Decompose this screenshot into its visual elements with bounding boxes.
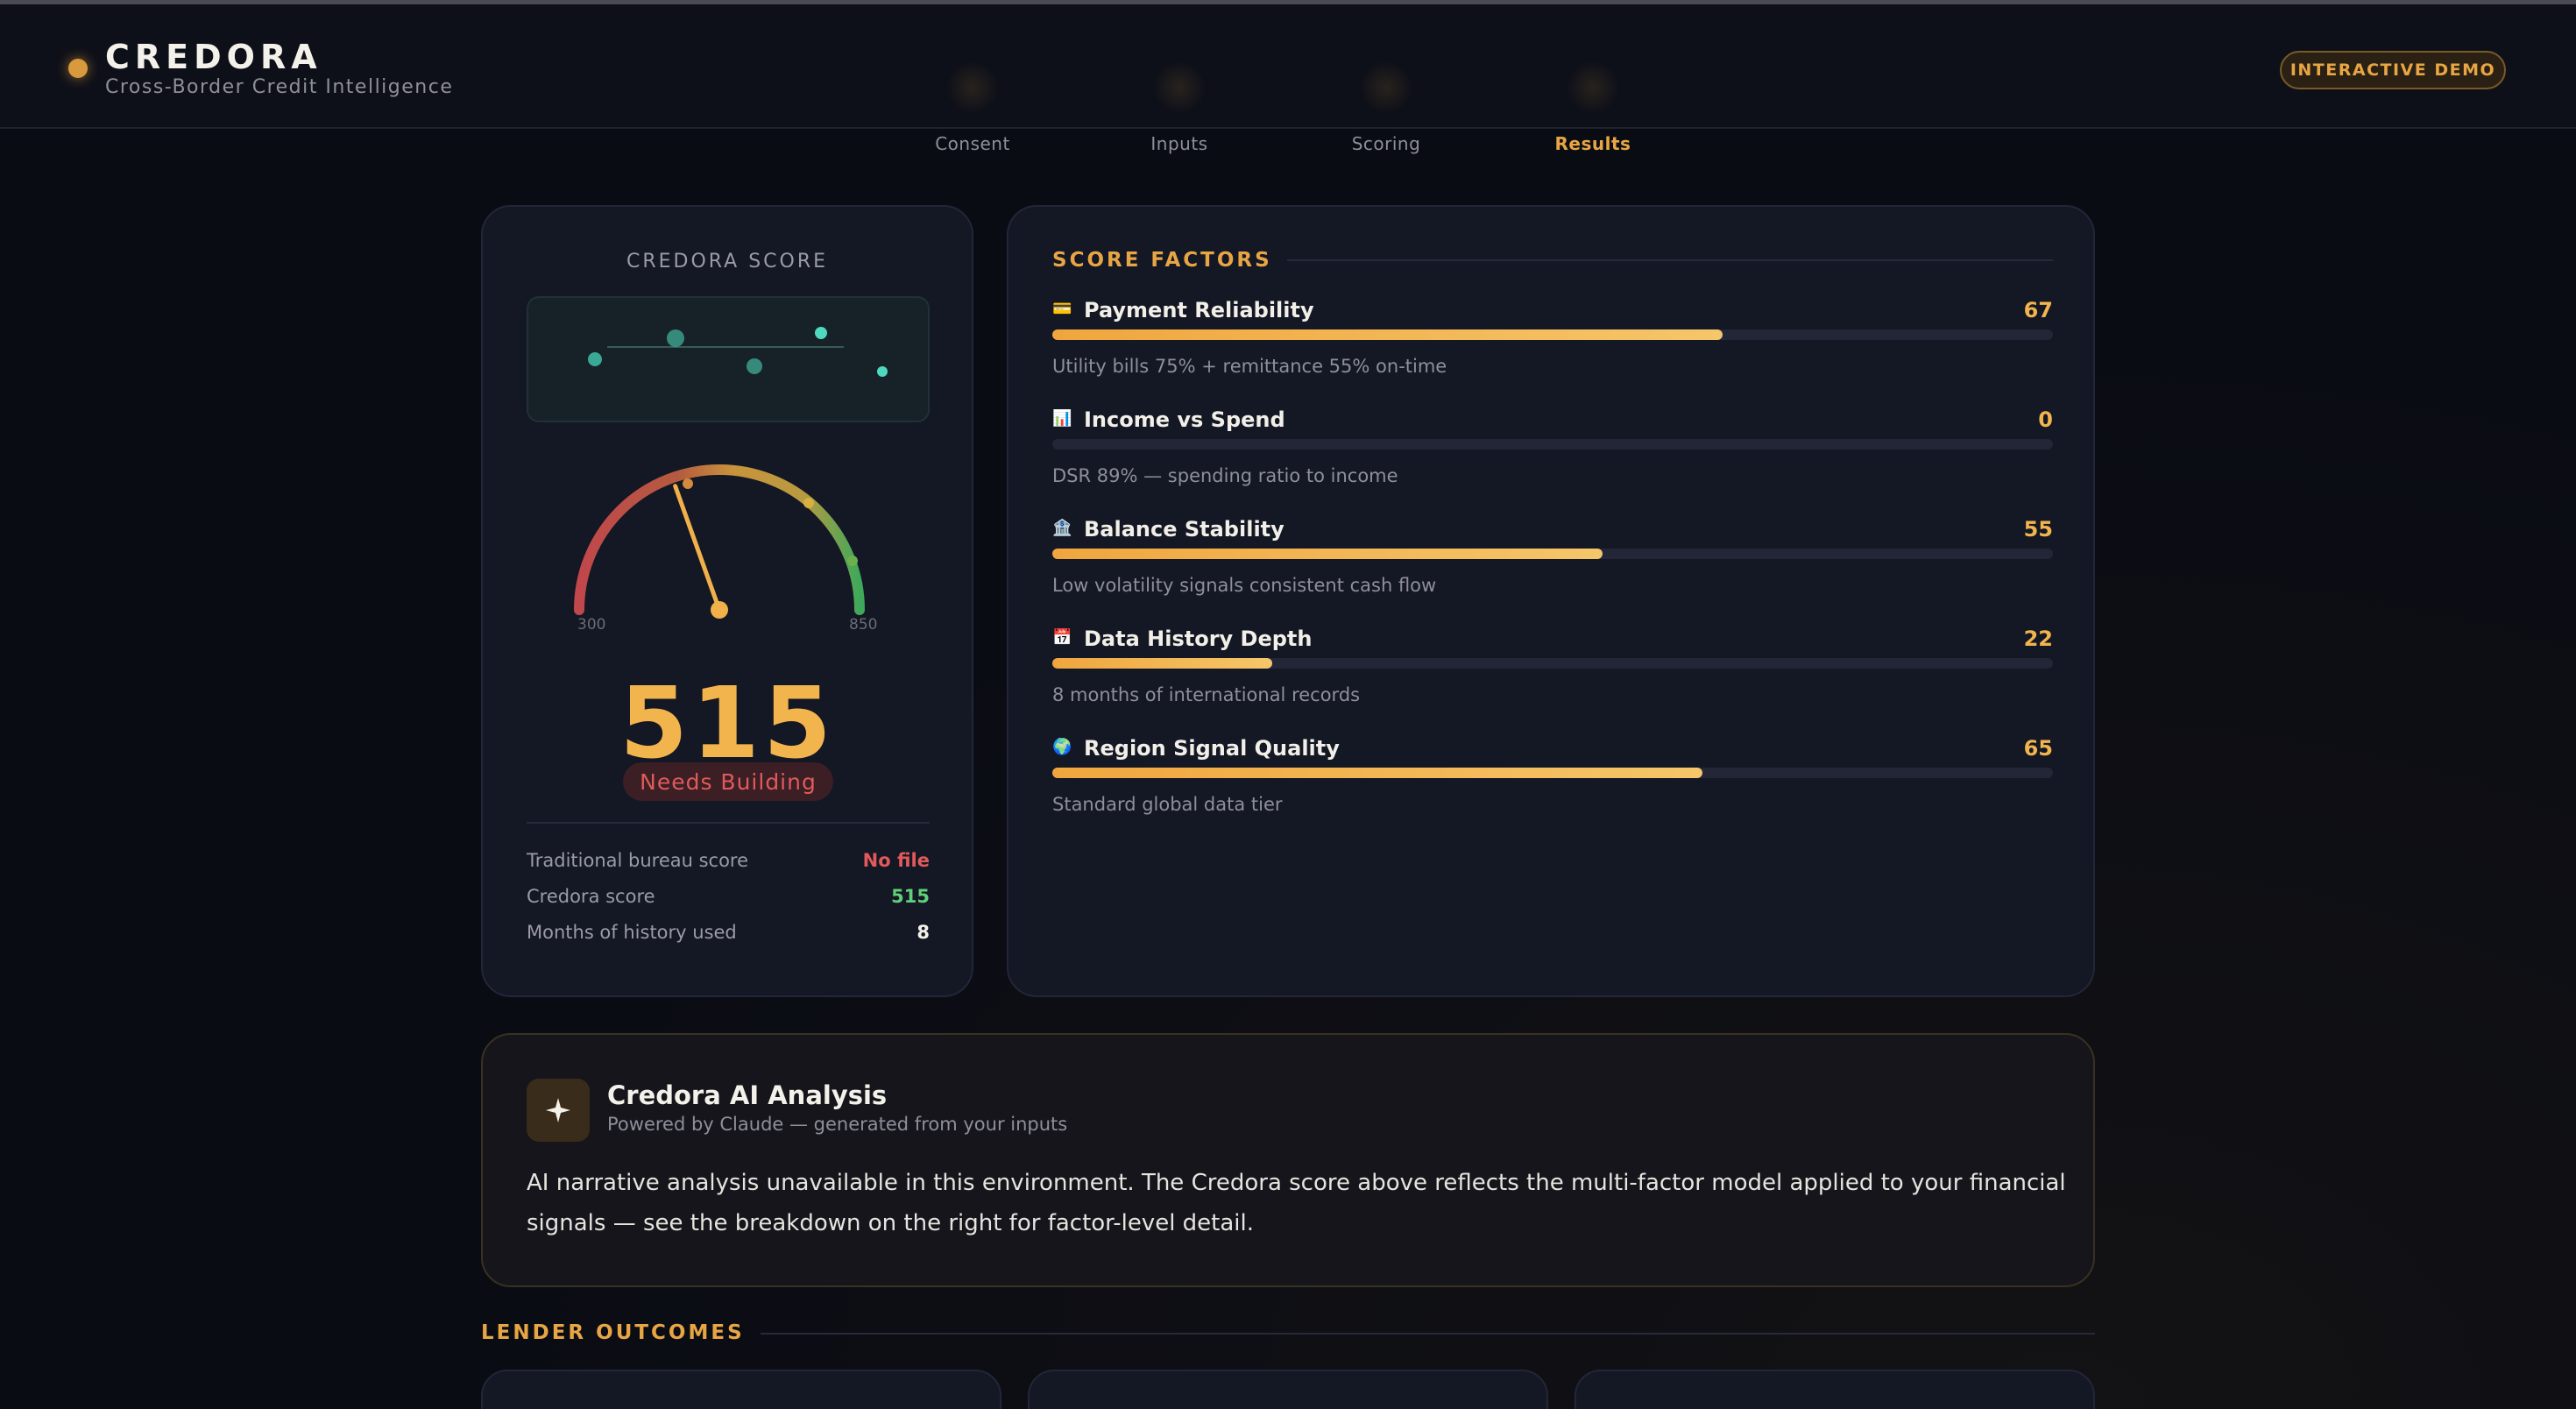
gauge-min-label: 300	[577, 616, 605, 634]
factor-name: Income vs Spend	[1084, 407, 1285, 432]
factor-bar-fill	[1052, 768, 1703, 778]
factor-bar-track	[1052, 768, 2053, 778]
brand-tagline: Cross-Border Credit Intelligence	[105, 76, 454, 98]
step-label: Inputs	[1150, 133, 1208, 154]
score-factors-title: SCORE FACTORS	[1052, 249, 1272, 272]
lender-outcome-card[interactable]	[481, 1370, 1001, 1409]
factor-value: 0	[2038, 407, 2053, 432]
gauge-dial-icon: 300 850	[574, 464, 877, 634]
factor-description: Low volatility signals consistent cash f…	[1052, 575, 1437, 596]
logo-dot-icon	[68, 59, 88, 78]
gauge-max-label: 850	[849, 616, 877, 634]
sparkle-icon	[527, 1079, 590, 1142]
factor-bar-fill	[1052, 658, 1273, 669]
step-label: Results	[1554, 133, 1631, 154]
step-scoring[interactable]: Scoring	[1299, 53, 1474, 158]
factor-bar-fill	[1052, 329, 1723, 340]
ai-analysis-subtitle: Powered by Claude — generated from your …	[607, 1114, 1068, 1135]
stat-row-credora: Credora score 515	[527, 886, 930, 917]
factor-description: Utility bills 75% + remittance 55% on-ti…	[1052, 356, 1447, 377]
factor-name: Region Signal Quality	[1084, 736, 1340, 761]
progress-steps: Consent Inputs Scoring Results	[885, 53, 1656, 158]
factor-bar-fill	[1052, 549, 1603, 559]
factor-name: Payment Reliability	[1084, 298, 1314, 322]
bank-icon: 🏦	[1052, 519, 1072, 537]
factor-value: 55	[2023, 517, 2053, 542]
step-consent[interactable]: Consent	[885, 53, 1060, 158]
window-top-edge	[0, 0, 2576, 4]
score-value: 515	[619, 667, 835, 781]
factor-value: 67	[2023, 298, 2053, 322]
signal-visual	[527, 296, 930, 422]
score-card: CREDORA SCORE	[481, 205, 973, 997]
globe-icon: 🌍	[1052, 738, 1072, 756]
bar-chart-icon: 📊	[1052, 409, 1072, 428]
step-label: Consent	[935, 133, 1010, 154]
factor-name: Data History Depth	[1084, 627, 1313, 651]
factor-name: Balance Stability	[1084, 517, 1284, 542]
factor-bar-track	[1052, 658, 2053, 669]
lender-outcome-card[interactable]	[1028, 1370, 1548, 1409]
stat-row-months: Months of history used 8	[527, 922, 930, 953]
factor-payment-reliability: 💳 Payment Reliability 67 Utility bills 7…	[1052, 298, 2053, 394]
ai-analysis-body: AI narrative analysis unavailable in thi…	[527, 1170, 2066, 1236]
calendar-icon: 📅	[1052, 628, 1072, 647]
step-indicator-icon	[1153, 61, 1206, 114]
ai-analysis-title: Credora AI Analysis	[607, 1080, 888, 1110]
divider	[527, 822, 930, 824]
divider	[1287, 259, 2053, 261]
credit-card-icon: 💳	[1052, 300, 1072, 318]
factor-description: 8 months of international records	[1052, 684, 1361, 705]
interactive-demo-badge[interactable]: INTERACTIVE DEMO	[2280, 51, 2506, 89]
brand-name: CREDORA	[105, 38, 322, 76]
factor-data-history-depth: 📅 Data History Depth 22 8 months of inte…	[1052, 627, 2053, 723]
stat-value: 8	[916, 922, 930, 943]
factor-balance-stability: 🏦 Balance Stability 55 Low volatility si…	[1052, 517, 2053, 613]
step-label: Scoring	[1351, 133, 1421, 154]
factor-bar-track	[1052, 439, 2053, 450]
signal-dots-icon	[588, 327, 888, 377]
factor-region-signal-quality: 🌍 Region Signal Quality 65 Standard glob…	[1052, 736, 2053, 832]
score-factors-card: SCORE FACTORS 💳 Payment Reliability 67 U…	[1007, 205, 2095, 997]
factor-value: 65	[2023, 736, 2053, 761]
stat-value: No file	[862, 850, 930, 871]
lender-outcomes-title: LENDER OUTCOMES	[481, 1321, 745, 1344]
stat-row-bureau: Traditional bureau score No file	[527, 850, 930, 882]
factor-description: Standard global data tier	[1052, 794, 1283, 815]
divider	[761, 1333, 2095, 1335]
step-indicator-icon	[946, 61, 999, 114]
factor-value: 22	[2023, 627, 2053, 651]
stat-label: Traditional bureau score	[527, 850, 749, 871]
factor-description: DSR 89% — spending ratio to income	[1052, 465, 1398, 486]
stat-label: Credora score	[527, 886, 655, 907]
stat-value: 515	[891, 886, 930, 907]
step-inputs[interactable]: Inputs	[1092, 53, 1267, 158]
factor-income-vs-spend: 📊 Income vs Spend 0 DSR 89% — spending r…	[1052, 407, 2053, 504]
header: CREDORA Cross-Border Credit Intelligence…	[0, 4, 2576, 129]
step-results[interactable]: Results	[1505, 53, 1681, 158]
stat-label: Months of history used	[527, 922, 737, 943]
score-gauge: 300 850	[570, 461, 886, 680]
step-indicator-icon	[1567, 61, 1619, 114]
factor-bar-track	[1052, 329, 2053, 340]
score-card-title: CREDORA SCORE	[626, 251, 829, 273]
step-indicator-icon	[1360, 61, 1412, 114]
lender-outcome-card[interactable]	[1575, 1370, 2095, 1409]
ai-analysis-card: Credora AI Analysis Powered by Claude — …	[481, 1033, 2095, 1287]
status-badge: Needs Building	[623, 762, 833, 801]
factor-bar-track	[1052, 549, 2053, 559]
